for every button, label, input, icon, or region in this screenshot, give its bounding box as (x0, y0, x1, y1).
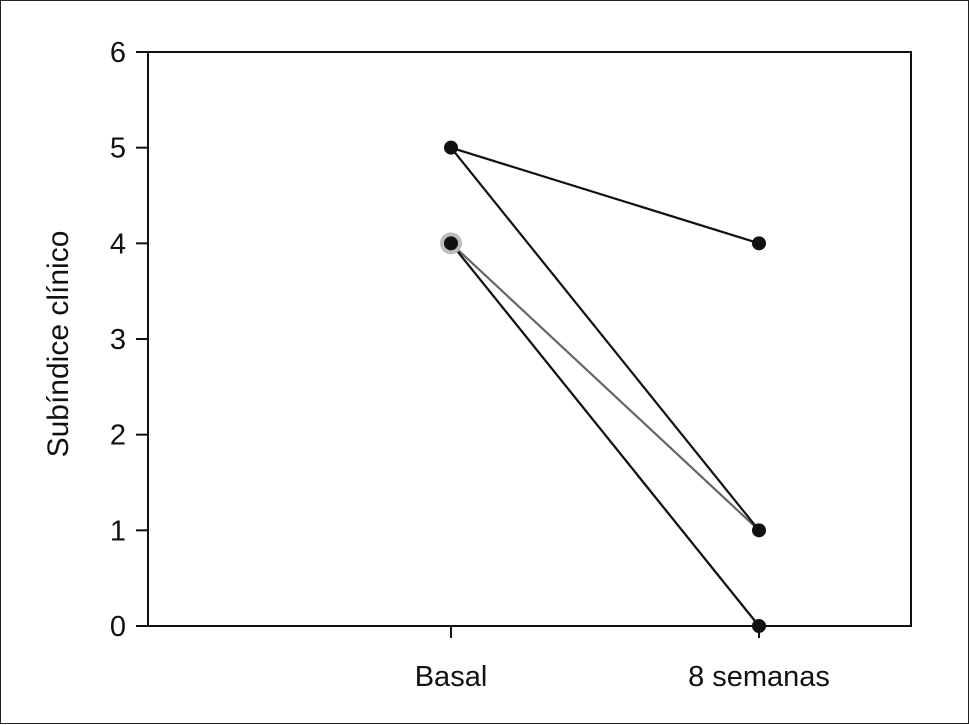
y-tick-label: 1 (110, 515, 126, 547)
series-line (450, 146, 760, 245)
series-layer (440, 140, 766, 633)
series-1 (450, 146, 760, 245)
plot-area (147, 51, 912, 627)
y-tick-label: 0 (110, 611, 126, 643)
y-axis-title: Subíndice clínico (42, 231, 75, 458)
data-point (752, 236, 766, 251)
x-tick-label: Basal (415, 661, 488, 693)
series-line (450, 146, 760, 532)
series-line (450, 242, 760, 627)
data-point (444, 140, 458, 155)
y-tick-label: 6 (110, 37, 126, 69)
y-tick-label: 5 (110, 133, 126, 165)
x-tick-label: 8 semanas (688, 661, 830, 693)
x-axis: Basal 8 semanas (415, 626, 830, 693)
y-axis: 0 1 2 3 4 5 6 (110, 37, 148, 643)
data-point (444, 236, 458, 251)
series-line (450, 242, 760, 532)
series-3 (450, 242, 760, 532)
series-2 (450, 146, 760, 532)
y-tick-label: 4 (110, 228, 126, 260)
y-tick-label: 3 (110, 324, 126, 356)
y-tick-label: 2 (110, 420, 126, 452)
series-4 (450, 242, 760, 627)
data-point (752, 523, 766, 538)
